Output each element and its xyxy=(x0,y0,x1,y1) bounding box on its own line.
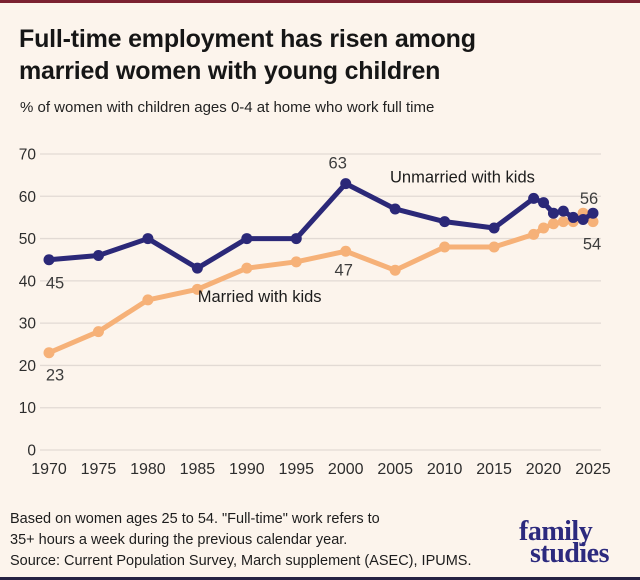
svg-text:1985: 1985 xyxy=(180,461,216,478)
annotation-married-with-kids: Married with kids xyxy=(198,288,322,306)
svg-text:10: 10 xyxy=(19,400,37,417)
svg-text:70: 70 xyxy=(19,147,37,164)
data-point xyxy=(538,222,550,234)
chart-subtitle: % of women with children ages 0-4 at hom… xyxy=(20,99,435,116)
chart-footnote: Based on women ages 25 to 54. "Full-time… xyxy=(10,509,510,572)
data-point xyxy=(587,207,599,219)
data-point xyxy=(241,262,253,274)
line-chart: 0 10 20 30 40 50 60 70 1970 1975 1980 1985 1990 1995 2… xyxy=(19,147,611,479)
data-point xyxy=(191,262,203,274)
series-unmarried-with-kids xyxy=(43,178,599,274)
data-point xyxy=(557,216,569,228)
annotation-63: 63 xyxy=(329,155,347,173)
svg-text:20: 20 xyxy=(19,358,37,375)
data-point xyxy=(290,233,302,245)
svg-text:2015: 2015 xyxy=(476,461,512,478)
annotation-45: 45 xyxy=(46,275,64,293)
y-axis-labels: 0 10 20 30 40 50 60 70 xyxy=(19,147,37,460)
series-married-with-kids xyxy=(43,207,599,359)
svg-text:50: 50 xyxy=(19,231,37,248)
data-point xyxy=(43,347,55,359)
x-axis-labels: 1970 1975 1980 1985 1990 1995 2000 2005 2010 2015… xyxy=(31,461,611,478)
data-point xyxy=(290,256,302,268)
chart-title: Full-time employment has risen among mar… xyxy=(19,23,619,87)
logo-family-studies: family studies xyxy=(519,516,634,569)
svg-text:1980: 1980 xyxy=(130,461,166,478)
logo-word-family: family xyxy=(519,516,593,547)
data-point xyxy=(340,178,352,190)
svg-text:2010: 2010 xyxy=(427,461,463,478)
annotation-unmarried-with-kids: Unmarried with kids xyxy=(390,168,535,186)
chart-title-line-2: married women with young children xyxy=(19,57,441,85)
svg-text:2020: 2020 xyxy=(526,461,562,478)
footnote-line-3: Source: Current Population Survey, March… xyxy=(10,553,472,569)
data-point xyxy=(528,228,540,240)
data-point xyxy=(142,294,154,306)
data-point xyxy=(538,197,550,209)
annotations: 63 45 23 47 56 54 Unmarried with kids Married w… xyxy=(46,155,601,385)
svg-text:60: 60 xyxy=(19,189,37,206)
data-point xyxy=(43,254,55,266)
data-point xyxy=(389,203,401,215)
data-point xyxy=(557,205,569,217)
data-point xyxy=(439,216,451,228)
logo-word-studies: studies xyxy=(530,538,609,569)
annotation-54: 54 xyxy=(583,236,601,254)
data-point xyxy=(340,245,352,257)
data-point xyxy=(488,241,500,253)
annotation-56: 56 xyxy=(580,190,598,208)
data-point xyxy=(547,218,559,230)
data-point xyxy=(567,211,579,223)
svg-text:2000: 2000 xyxy=(328,461,364,478)
annotation-23: 23 xyxy=(46,367,64,385)
gridlines xyxy=(40,153,601,451)
svg-text:30: 30 xyxy=(19,316,37,333)
svg-text:2005: 2005 xyxy=(377,461,413,478)
svg-text:1975: 1975 xyxy=(81,461,117,478)
chart-title-line-1: Full-time employment has risen among xyxy=(19,25,476,53)
data-point xyxy=(241,233,253,245)
data-point xyxy=(577,214,589,226)
data-point xyxy=(488,222,500,234)
footnote-line-1: Based on women ages 25 to 54. "Full-time… xyxy=(10,511,380,527)
annotation-47: 47 xyxy=(335,261,353,279)
data-point xyxy=(528,192,540,204)
data-point xyxy=(389,264,401,276)
svg-text:2025: 2025 xyxy=(575,461,611,478)
svg-text:1970: 1970 xyxy=(31,461,67,478)
data-point xyxy=(92,326,104,338)
data-point xyxy=(92,249,104,261)
svg-text:40: 40 xyxy=(19,273,37,290)
svg-text:0: 0 xyxy=(27,443,36,460)
data-point xyxy=(142,233,154,245)
svg-text:1995: 1995 xyxy=(278,461,314,478)
footnote-line-2: 35+ hours a week during the previous cal… xyxy=(10,532,348,548)
svg-text:1990: 1990 xyxy=(229,461,265,478)
data-point xyxy=(587,216,599,228)
data-point xyxy=(191,283,203,295)
data-point xyxy=(439,241,451,253)
data-point xyxy=(547,207,559,219)
